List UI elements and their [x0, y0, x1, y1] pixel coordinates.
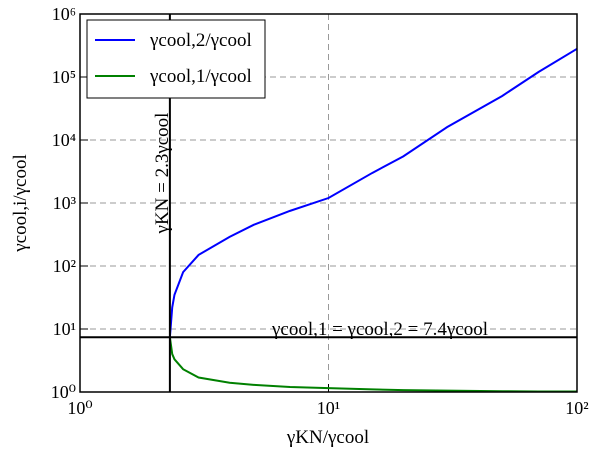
- series-line: [168, 337, 577, 393]
- x-tick-label: 10²: [565, 398, 588, 418]
- y-tick-label: 10⁵: [52, 67, 76, 87]
- y-tick-label: 10⁶: [52, 4, 76, 24]
- legend-label: γcool,1/γcool: [149, 66, 252, 87]
- legend-label: γcool,2/γcool: [149, 30, 252, 51]
- y-tick-label: 10²: [53, 256, 76, 276]
- plot-frame: [79, 13, 578, 393]
- y-tick-label: 10⁰: [51, 382, 76, 402]
- x-tick-label: 10¹: [317, 398, 340, 418]
- legend-box: [86, 19, 266, 99]
- y-tick-label: 10¹: [53, 319, 76, 339]
- x-axis-label: γKN/γcool: [286, 427, 369, 448]
- annotation: γcool,1 = γcool,2 = 7.4γcool: [271, 319, 488, 340]
- annotation: γKN = 2.3γcool: [152, 113, 173, 235]
- y-axis-label: γcool,i/γcool: [10, 154, 31, 253]
- series-line: [168, 47, 578, 338]
- y-tick-label: 10⁴: [52, 130, 76, 150]
- y-tick-label: 10³: [53, 193, 77, 213]
- x-tick-label: 10⁰: [67, 398, 92, 418]
